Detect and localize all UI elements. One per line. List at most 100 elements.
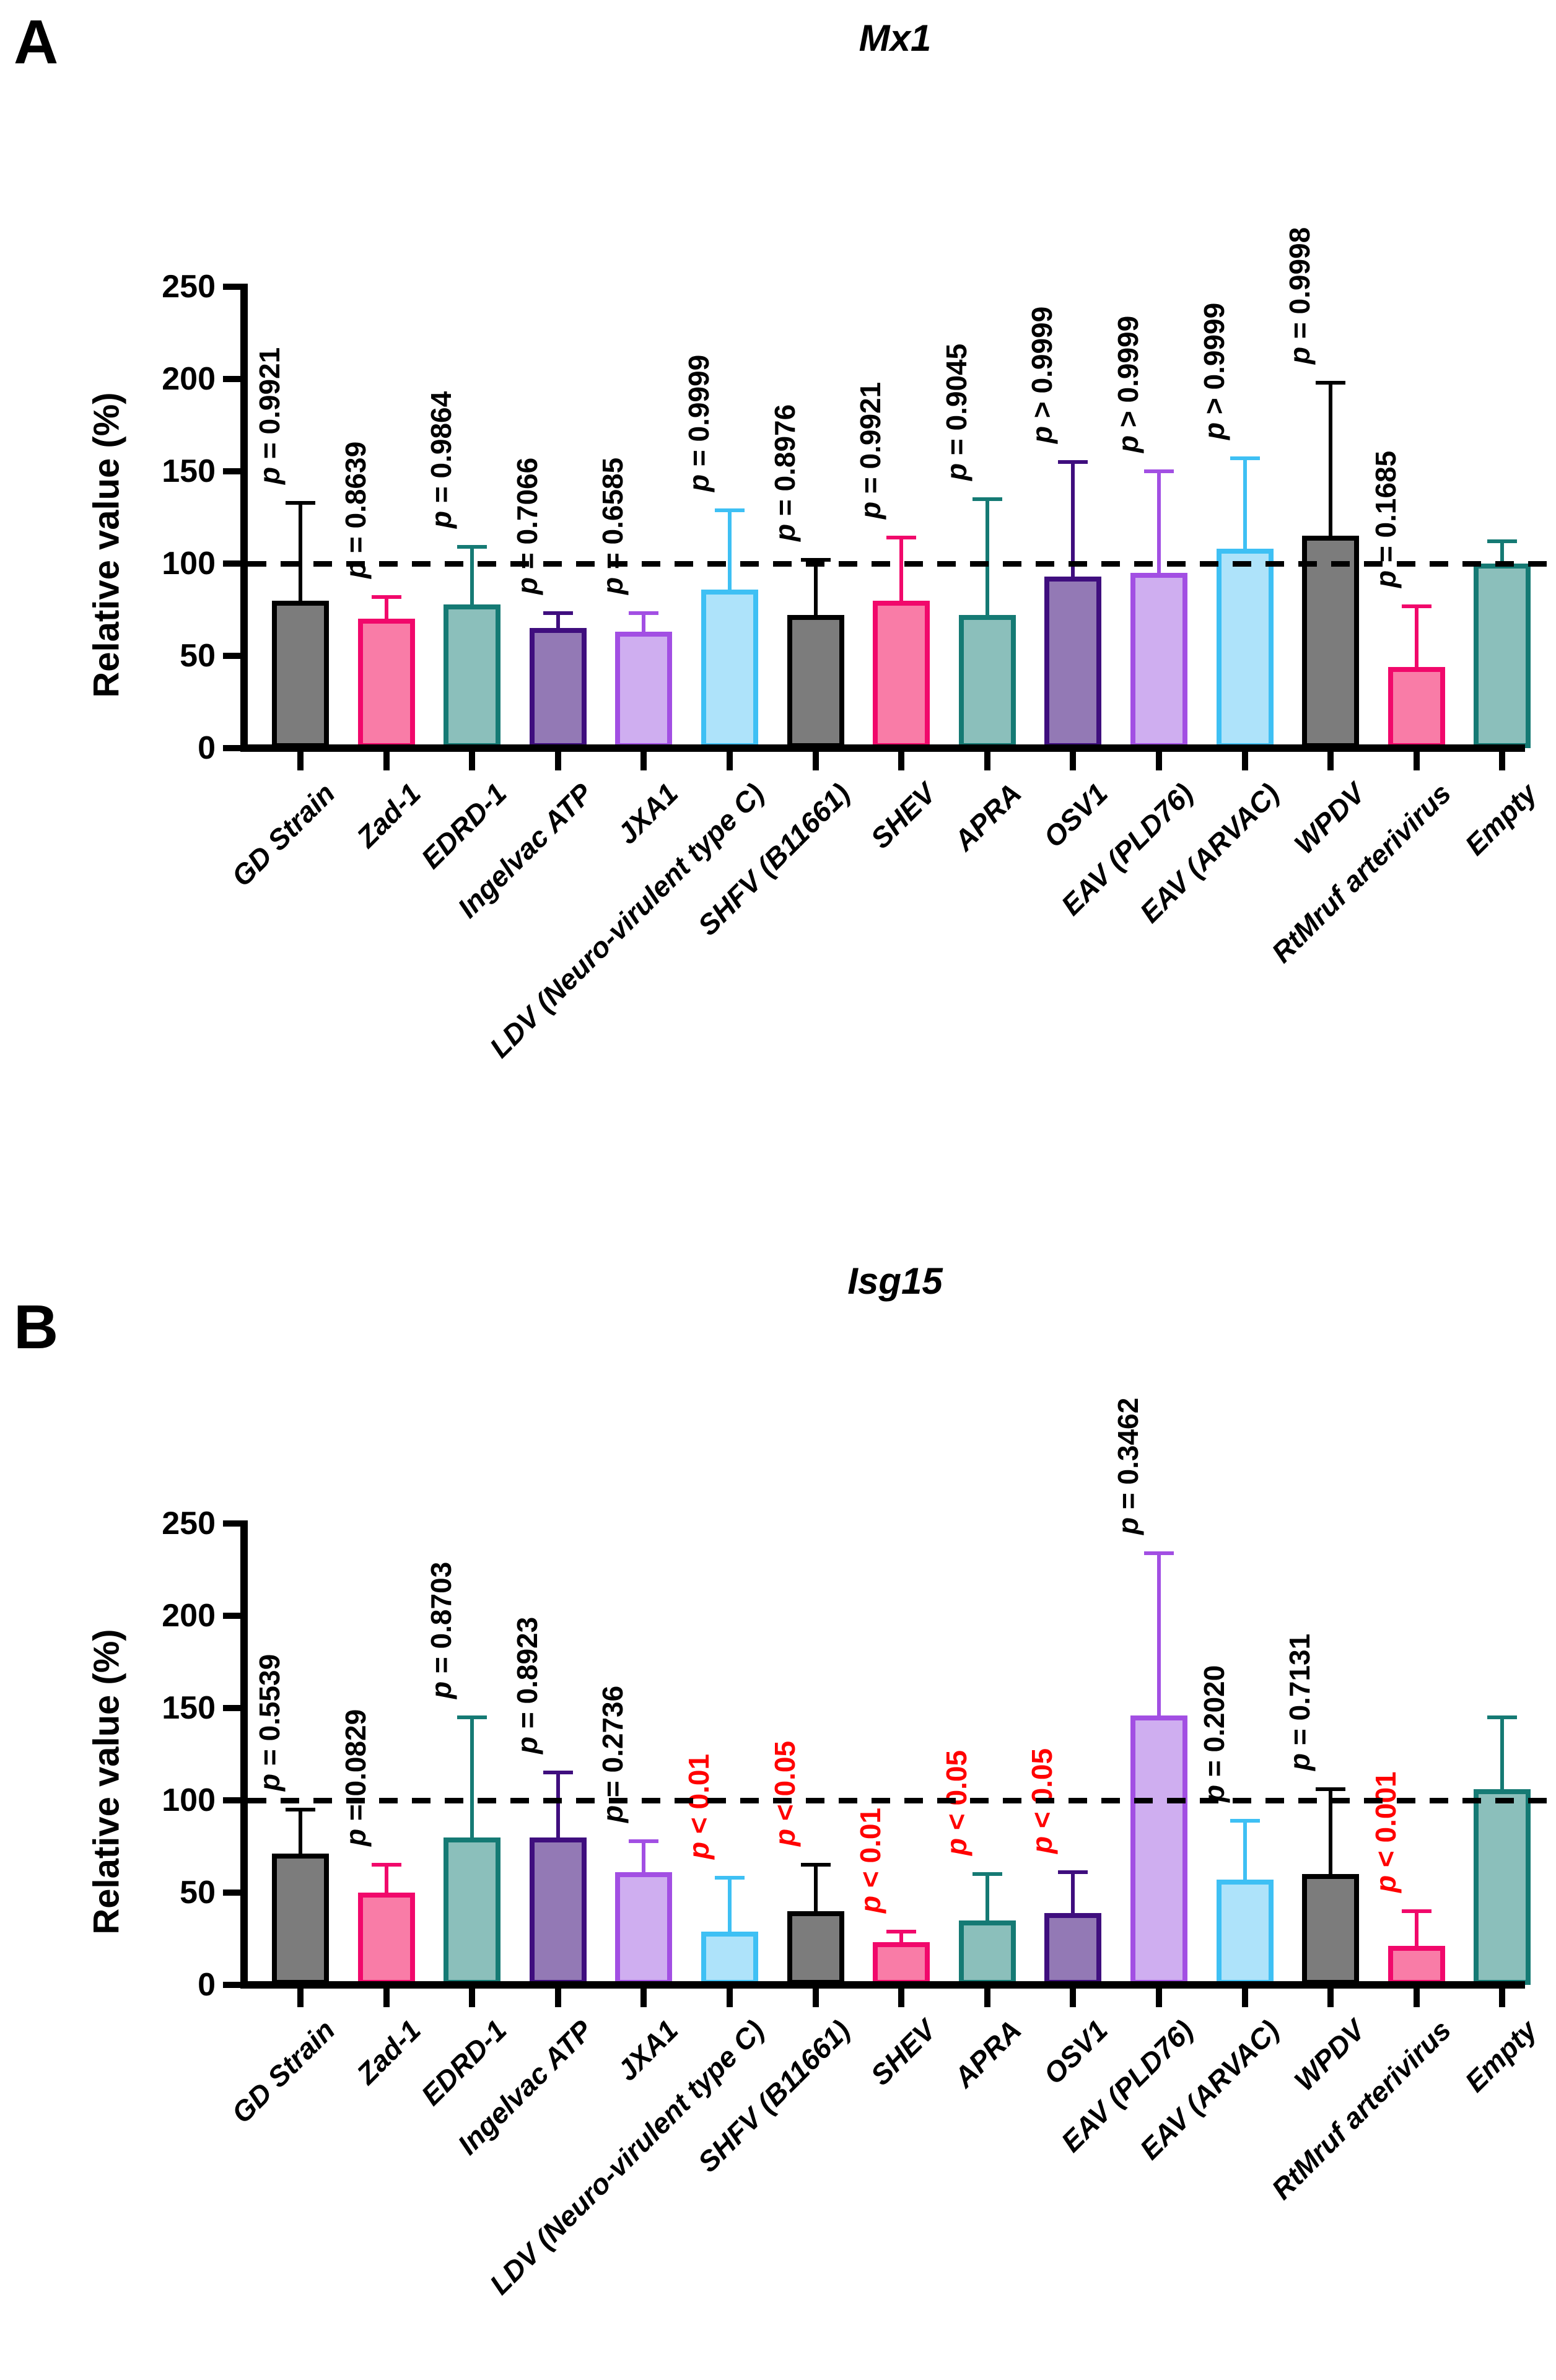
bar-eav-pld76- <box>1130 572 1187 748</box>
panel-b-title: Isg15 <box>847 1260 943 1302</box>
p-value-label: p > 0.9999 <box>1112 315 1144 453</box>
error-bar-cap <box>1058 460 1088 464</box>
y-tick-label: 100 <box>162 546 216 582</box>
x-tick-mark <box>469 1989 476 2007</box>
panel-a-title: Mx1 <box>859 17 932 59</box>
x-tick-mark <box>898 1989 905 2007</box>
x-tick-mark <box>1156 752 1162 770</box>
p-value-label: p = 0.9998 <box>1283 227 1316 364</box>
bar-gd-strain <box>272 600 329 748</box>
bar-eav-arvac- <box>1216 549 1274 748</box>
reference-line-100 <box>248 1798 1553 1803</box>
bar-rtmruf-arterivirus <box>1388 666 1445 748</box>
x-tick-mark <box>554 752 561 770</box>
p-value-label: p > 0.9999 <box>1197 302 1230 440</box>
bar-apra <box>958 615 1016 748</box>
x-tick-mark <box>1241 1989 1248 2007</box>
x-tick-label-shfv-b11661-: SHFV (B11661) <box>691 777 856 942</box>
panel-b-letter: B <box>14 1292 59 1362</box>
x-axis-line <box>240 1981 1525 1989</box>
error-bar-stem <box>384 1865 388 1905</box>
y-axis-line <box>240 284 248 752</box>
error-bar-stem <box>1414 606 1418 679</box>
p-value-label: p = 0.5539 <box>253 1654 286 1791</box>
x-tick-mark <box>1241 752 1248 770</box>
error-bar-stem <box>899 538 904 613</box>
error-bar-cap <box>715 508 745 512</box>
bar-eav-arvac- <box>1216 1880 1274 1985</box>
x-tick-label-gd-strain: GD Strain <box>225 2013 341 2130</box>
x-tick-label-jxa1: JXA1 <box>611 777 684 850</box>
x-tick-mark <box>727 752 733 770</box>
bar-jxa1 <box>615 1872 673 1985</box>
y-tick-mark <box>223 560 240 567</box>
error-bar-cap <box>800 1863 831 1867</box>
x-tick-mark <box>812 1989 819 2007</box>
error-bar-stem <box>556 1772 560 1850</box>
x-tick-mark <box>984 752 990 770</box>
x-tick-label-apra: APRA <box>948 777 1028 857</box>
error-bar-cap <box>1230 1818 1260 1823</box>
error-bar-cap <box>1487 539 1518 544</box>
error-bar-stem <box>1414 1911 1418 1959</box>
x-tick-mark <box>1413 1989 1420 2007</box>
x-tick-label-zad-1: Zad-1 <box>350 2013 427 2091</box>
y-tick-mark <box>223 376 240 382</box>
error-bar-stem <box>728 1878 732 1944</box>
error-bar-cap <box>886 1929 917 1933</box>
x-tick-mark <box>1413 752 1420 770</box>
error-bar-stem <box>1243 1820 1247 1893</box>
bar-rtmruf-arterivirus <box>1388 1946 1445 1985</box>
x-tick-mark <box>469 752 476 770</box>
x-tick-label-osv1: OSV1 <box>1037 777 1114 854</box>
x-tick-label-shev: SHEV <box>864 2013 942 2091</box>
error-bar-cap <box>1144 469 1174 473</box>
y-tick-label: 50 <box>180 1875 216 1911</box>
x-tick-label-shev: SHEV <box>864 777 942 855</box>
x-tick-label-wpdv: WPDV <box>1288 777 1371 860</box>
p-value-label: p = 0.2020 <box>1197 1665 1230 1802</box>
error-bar-cap <box>972 497 1002 501</box>
bar-ldv-neuro-virulent-type-c- <box>701 589 758 748</box>
error-bar-cap <box>800 558 831 562</box>
error-bar-cap <box>886 536 917 540</box>
error-bar-stem <box>384 596 388 632</box>
p-value-label: p = 0.9921 <box>253 347 286 484</box>
x-tick-mark <box>1499 1989 1506 2007</box>
p-value-label: p = 0.1685 <box>1369 450 1402 588</box>
x-tick-mark <box>898 752 905 770</box>
y-tick-label: 200 <box>162 1598 216 1634</box>
x-tick-mark <box>554 1989 561 2007</box>
error-bar-stem <box>1329 1789 1333 1887</box>
error-bar-stem <box>642 1841 646 1885</box>
error-bar-cap <box>715 1876 745 1880</box>
bar-shfv-b11661- <box>787 615 844 748</box>
error-bar-stem <box>813 1865 818 1924</box>
error-bar-cap <box>1401 604 1431 608</box>
error-bar-stem <box>470 547 474 617</box>
y-tick-label: 250 <box>162 269 216 305</box>
panel-a: A Mx1 Relative value (%) 0 50 100 150 200 250… <box>14 11 1553 1064</box>
error-bar-cap <box>286 500 315 505</box>
error-bar-stem <box>1243 458 1247 562</box>
error-bar-stem <box>1329 382 1333 549</box>
bar-empty <box>1474 1789 1531 1985</box>
x-tick-mark <box>1499 752 1506 770</box>
x-tick-label-osv1: OSV1 <box>1037 2013 1114 2091</box>
bar-shev <box>873 600 930 748</box>
x-tick-mark <box>640 752 647 770</box>
bar-zad-1 <box>357 619 415 748</box>
x-tick-label-gd-strain: GD Strain <box>225 777 341 893</box>
x-tick-mark <box>297 1989 304 2007</box>
p-value-label: p = 0.8703 <box>425 1561 458 1699</box>
bar-jxa1 <box>615 632 673 748</box>
y-tick-mark <box>223 653 240 659</box>
p-value-label: p < 0.01 <box>683 1754 715 1860</box>
reference-line-100 <box>248 561 1553 567</box>
p-value-label: p < 0.001 <box>1369 1771 1402 1893</box>
x-tick-mark <box>984 1989 990 2007</box>
p-value-label: p = 0.7066 <box>510 458 543 595</box>
bar-shfv-b11661- <box>787 1911 844 1985</box>
bar-gd-strain <box>272 1854 329 1985</box>
bar-osv1 <box>1044 576 1102 748</box>
